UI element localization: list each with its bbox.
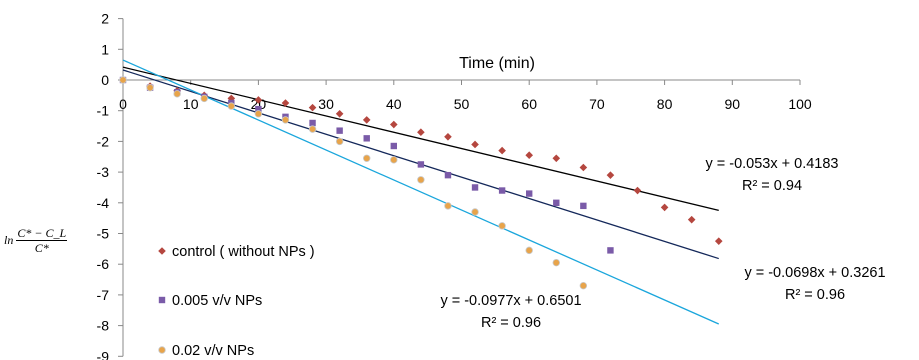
data-point <box>580 202 587 210</box>
data-point <box>173 90 181 98</box>
data-point <box>471 208 479 216</box>
legend-label: control ( without NPs ) <box>172 244 315 260</box>
trendline-equation: y = -0.053x + 0.4183 <box>705 156 838 172</box>
data-point <box>498 146 506 155</box>
y-tick-label: -4 <box>97 195 110 211</box>
x-tick-label: 50 <box>454 96 470 112</box>
legend-label: 0.02 v/v NPs <box>172 343 254 359</box>
x-axis-title: Time (min) <box>459 55 535 72</box>
data-point <box>607 247 614 254</box>
data-point <box>362 116 371 124</box>
y-axis-title: ln C* − C_L C* <box>4 226 68 255</box>
y-tick-label: -2 <box>97 133 110 149</box>
data-point <box>308 125 317 133</box>
data-point <box>525 246 533 255</box>
y-tick-label: -9 <box>97 348 110 360</box>
x-tick-label: 40 <box>386 96 402 112</box>
tick-labels: 210-1-2-3-4-5-6-7-8-90 10 20 30 40 50 60 70 80 90… <box>97 11 812 360</box>
y-tick-label: -7 <box>97 287 110 303</box>
trendline-equation: y = -0.0698x + 0.3261 <box>744 265 885 281</box>
data-point <box>308 103 317 112</box>
data-point <box>281 99 290 107</box>
x-tick-label: 60 <box>521 96 537 112</box>
data-point <box>552 154 561 163</box>
data-point <box>606 171 615 179</box>
data-point <box>336 127 343 134</box>
legend: control ( without NPs ) 0.005 v/v NPs 0.02… <box>158 244 315 359</box>
y-tick-label: 1 <box>101 41 109 57</box>
trendlines <box>122 59 720 325</box>
data-point <box>417 176 425 184</box>
legend-marker <box>158 247 166 255</box>
legend-marker <box>158 346 166 354</box>
data-point <box>200 94 208 103</box>
x-tick-label: 80 <box>657 96 673 112</box>
data-point <box>633 186 642 195</box>
data-point <box>390 142 397 150</box>
y-axis-title-fraction: C* − C_L C* <box>16 226 68 255</box>
data-point <box>146 83 154 92</box>
data-point <box>335 137 344 146</box>
data-point <box>255 105 262 113</box>
trendline-r-squared: R² = 0.94 <box>742 178 802 194</box>
data-point <box>119 76 127 84</box>
y-tick-label: -8 <box>97 318 110 334</box>
data-points <box>119 76 723 290</box>
x-tick-label: 0 <box>119 96 127 112</box>
y-tick-label: -6 <box>97 256 110 272</box>
data-point <box>471 140 479 149</box>
axes <box>118 18 801 357</box>
y-tick-label: -3 <box>97 164 110 180</box>
data-point <box>579 281 588 290</box>
data-point <box>526 190 533 197</box>
data-point <box>552 258 560 267</box>
x-tick-label: 20 <box>251 96 267 112</box>
x-tick-label: 70 <box>589 96 605 112</box>
data-point <box>390 120 398 129</box>
data-point <box>444 132 452 141</box>
y-tick-label: 0 <box>101 72 109 88</box>
y-tick-label: -1 <box>97 103 110 119</box>
trendline <box>122 66 719 211</box>
data-point <box>525 151 533 160</box>
data-point <box>714 237 723 245</box>
data-point <box>553 199 560 206</box>
x-tick-label: 90 <box>725 96 741 112</box>
data-point <box>687 215 696 224</box>
data-point <box>417 128 425 136</box>
trendline-r-squared: R² = 0.96 <box>785 287 845 303</box>
data-point <box>417 161 425 168</box>
data-point <box>281 116 290 124</box>
x-tick-label: 100 <box>788 96 812 112</box>
trendline-equations: y = -0.053x + 0.4183 R² = 0.94 y = -0.0698… <box>440 156 885 331</box>
y-axis-title-prefix: ln <box>4 233 14 247</box>
data-point <box>363 154 371 162</box>
data-point <box>498 222 506 230</box>
y-tick-label: -5 <box>97 226 110 242</box>
y-axis-title-denominator: C* <box>34 241 49 255</box>
data-point <box>660 203 669 212</box>
data-point <box>498 187 506 194</box>
trendline <box>122 59 720 325</box>
data-point <box>444 171 452 179</box>
data-point <box>390 156 398 164</box>
trendline-r-squared: R² = 0.96 <box>481 315 541 331</box>
y-tick-label: 2 <box>101 11 109 27</box>
data-point <box>254 96 263 104</box>
data-point <box>227 102 236 110</box>
data-point <box>254 110 263 118</box>
x-tick-label: 10 <box>183 96 199 112</box>
data-point <box>335 109 344 118</box>
legend-label: 0.005 v/v NPs <box>172 293 262 309</box>
y-axis-title-numerator: C* − C_L <box>16 226 68 241</box>
x-tick-label: 30 <box>318 96 334 112</box>
legend-marker <box>158 296 166 304</box>
data-point <box>363 135 370 142</box>
data-point <box>579 163 588 172</box>
trendline-equation: y = -0.0977x + 0.6501 <box>440 293 581 309</box>
data-point <box>444 202 452 210</box>
data-point <box>309 119 316 127</box>
data-point <box>471 184 479 191</box>
